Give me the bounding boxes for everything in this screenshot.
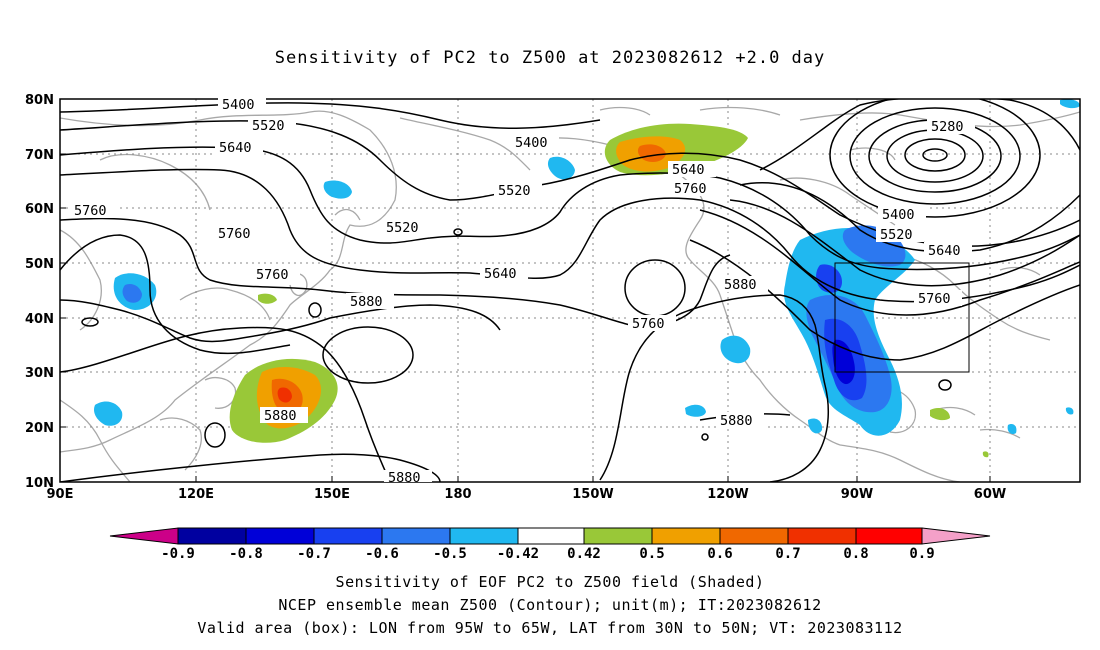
lon-tick-label: 60W [974, 487, 1006, 502]
lat-tick-label: 30N [25, 366, 54, 381]
colorbar-label: -0.8 [229, 546, 263, 562]
colorbar-label: 0.7 [775, 546, 800, 562]
colorbar-label: 0.8 [843, 546, 868, 562]
lon-tick-label: 150W [572, 487, 613, 502]
lat-axis: 80N 70N 60N 50N 40N 30N 20N 10N [25, 93, 66, 491]
colorbar-label: -0.7 [297, 546, 331, 562]
colorbar-label: -0.5 [433, 546, 467, 562]
colorbar-arrow-low [109, 527, 179, 545]
contour-labels: 5400 5520 5640 5760 5760 5760 5880 5400 … [70, 96, 975, 486]
lon-tick-label: 120W [707, 487, 748, 502]
lat-tick-label: 10N [25, 476, 54, 491]
contour-label: 5760 [256, 267, 289, 283]
footer-valid-area: Valid area (box): LON from 95W to 65W, L… [197, 619, 903, 637]
colorbar-label: 0.42 [567, 546, 601, 562]
colorbar-label: 0.5 [639, 546, 664, 562]
colorbar-label: -0.6 [365, 546, 399, 562]
lat-tick-label: 40N [25, 312, 54, 327]
contour-label: 5400 [882, 207, 915, 223]
contour-label: 5640 [219, 140, 252, 156]
contour-label: 5520 [386, 220, 419, 236]
contour-label: 5760 [74, 203, 107, 219]
contour-label: 5640 [672, 162, 705, 178]
colorbar-labels: -0.9 -0.8 -0.7 -0.6 -0.5 -0.42 0.42 0.5 … [161, 546, 935, 562]
lon-tick-label: 90E [47, 487, 74, 502]
contour-label: 5400 [515, 135, 548, 151]
colorbar-label: 0.6 [707, 546, 732, 562]
contour-label: 5880 [720, 413, 753, 429]
lat-tick-label: 50N [25, 257, 54, 272]
colorbar-arrow-high [921, 527, 991, 545]
contour-label: 5880 [264, 408, 297, 424]
lon-tick-label: 90W [841, 487, 873, 502]
contour-label: 5640 [928, 243, 961, 259]
contour-label: 5880 [350, 294, 383, 310]
footer-contour-description: NCEP ensemble mean Z500 (Contour); unit(… [278, 596, 822, 614]
contour-label: 5520 [252, 118, 285, 134]
contour-label: 5880 [388, 470, 421, 486]
lat-tick-label: 70N [25, 148, 54, 163]
colorbar-label: 0.9 [909, 546, 934, 562]
colorbar [109, 527, 991, 545]
lat-tick-label: 20N [25, 421, 54, 436]
contour-label: 5760 [918, 291, 951, 307]
contour-label: 5760 [674, 181, 707, 197]
lon-axis: 90E 120E 150E 180 150W 120W 90W 60W [47, 476, 1006, 502]
contour-label: 5280 [931, 119, 964, 135]
contour-label: 5520 [498, 183, 531, 199]
lon-tick-label: 120E [178, 487, 214, 502]
contour-label: 5400 [222, 97, 255, 113]
lon-tick-label: 180 [444, 487, 471, 502]
lat-tick-label: 60N [25, 202, 54, 217]
lon-tick-label: 150E [314, 487, 350, 502]
contour-label: 5640 [484, 266, 517, 282]
colorbar-label: -0.42 [497, 546, 539, 562]
contour-label: 5760 [218, 226, 251, 242]
page-title: Sensitivity of PC2 to Z500 at 2023082612… [274, 48, 826, 68]
contour-label: 5520 [880, 227, 913, 243]
footer-shaded-description: Sensitivity of EOF PC2 to Z500 field (Sh… [335, 573, 765, 591]
valid-area-box [834, 262, 970, 373]
contour-label: 5760 [632, 316, 665, 332]
contour-label: 5880 [724, 277, 757, 293]
colorbar-label: -0.9 [161, 546, 195, 562]
lat-tick-label: 80N [25, 93, 54, 108]
